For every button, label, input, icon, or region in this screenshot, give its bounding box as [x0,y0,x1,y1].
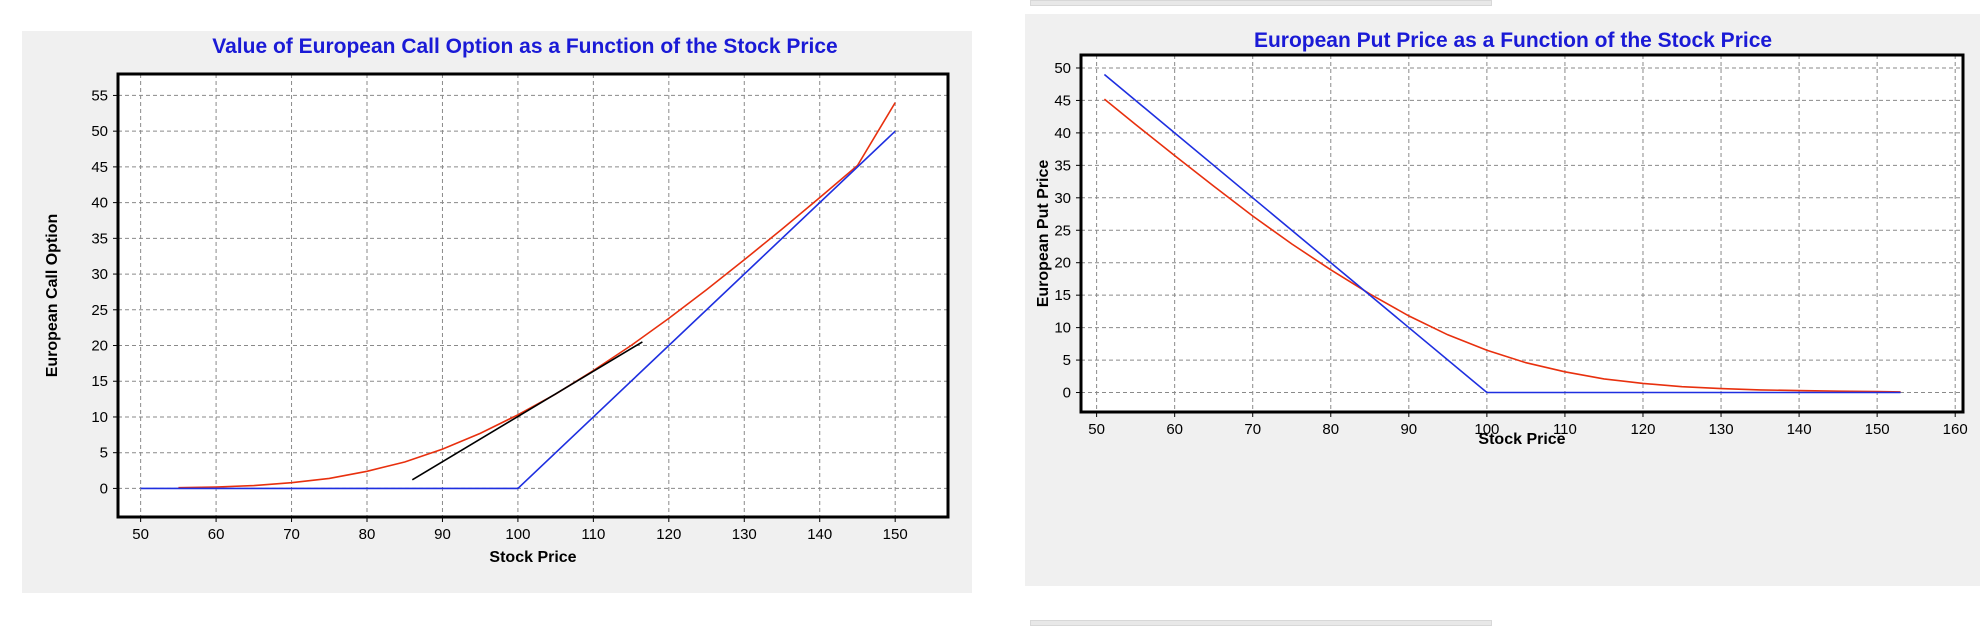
y-tick-label: 20 [91,338,108,355]
y-tick-label: 50 [91,123,108,140]
put-price-chart: 50 60 70 80 90 100 110 120 130 140 150 160 0 5 10 15 20 2… [1035,29,1968,448]
y-tick-label: 45 [1054,92,1071,109]
series-line-1 [140,130,896,490]
x-tick-label: 130 [1709,421,1734,438]
y-tick-label: 40 [91,195,108,212]
x-tick-label: 140 [1787,421,1812,438]
series-line-2 [411,341,643,481]
plot-frame [1079,53,1965,414]
x-tick-label: 50 [132,526,149,543]
call-option-chart: 50 60 70 80 90 100 110 120 130 140 150 0 5 10 15 20 25 30… [44,35,950,566]
y-tick-label: 55 [91,87,108,104]
y-tick-label: 20 [1054,255,1071,272]
y-axis-label: European Put Price [1035,160,1052,308]
y-tick-label: 25 [1054,222,1071,239]
x-axis-label: Stock Price [1478,431,1565,448]
y-axis-label: European Call Option [44,214,61,378]
x-tick-label: 70 [1244,421,1261,438]
chart-title: European Put Price as a Function of the … [1254,29,1772,52]
x-tick-label: 100 [505,526,530,543]
x-tick-label: 70 [283,526,300,543]
plot-area [118,74,948,517]
x-tick-label: 110 [1553,421,1577,438]
y-tick-label: 0 [100,480,108,497]
y-tick-label: 45 [91,159,108,176]
y-tick-label: 15 [91,373,108,390]
y-tick-label: 10 [1054,320,1071,337]
x-tick-label: 130 [732,526,757,543]
y-tick-label: 30 [91,266,108,283]
y-tick-label: 50 [1054,60,1071,77]
plot-area [1081,55,1963,412]
x-tick-label: 80 [359,526,376,543]
window-frame-strip [1030,620,1492,626]
x-tick-label: 80 [1322,421,1339,438]
x-tick-label: 100 [1474,421,1499,438]
x-tick-label: 90 [434,526,451,543]
x-tick-label: 160 [1943,421,1968,438]
chart-title: Value of European Call Option as a Funct… [212,35,837,58]
y-tick-label: 15 [1054,287,1071,304]
y-tick-label: 5 [1063,352,1071,369]
x-tick-label: 50 [1088,421,1105,438]
y-tick-label: 40 [1054,125,1071,142]
x-tick-label: 60 [1166,421,1183,438]
x-tick-label: 110 [581,526,605,543]
y-tick-label: 25 [91,302,108,319]
y-tick-label: 0 [1063,385,1071,402]
call-option-chart-panel: 50 60 70 80 90 100 110 120 130 140 150 0 5 10 15 20 25 30… [22,31,972,593]
x-tick-label: 150 [1865,421,1890,438]
put-price-chart-panel: 50 60 70 80 90 100 110 120 130 140 150 160 0 5 10 15 20 2… [1025,14,1980,586]
x-tick-label: 60 [208,526,225,543]
plot-frame [116,72,950,519]
window-frame-strip [1030,0,1492,6]
series-line-1 [1103,73,1901,394]
x-tick-label: 120 [656,526,681,543]
y-tick-label: 35 [91,230,108,247]
x-tick-label: 120 [1630,421,1655,438]
y-tick-label: 5 [100,445,108,462]
x-tick-label: 90 [1400,421,1417,438]
x-tick-label: 150 [883,526,908,543]
series-line-0 [1103,98,1901,393]
y-tick-label: 30 [1054,190,1071,207]
x-axis-label: Stock Price [489,549,576,566]
y-tick-label: 35 [1054,157,1071,174]
x-tick-label: 140 [807,526,832,543]
y-tick-label: 10 [91,409,108,426]
